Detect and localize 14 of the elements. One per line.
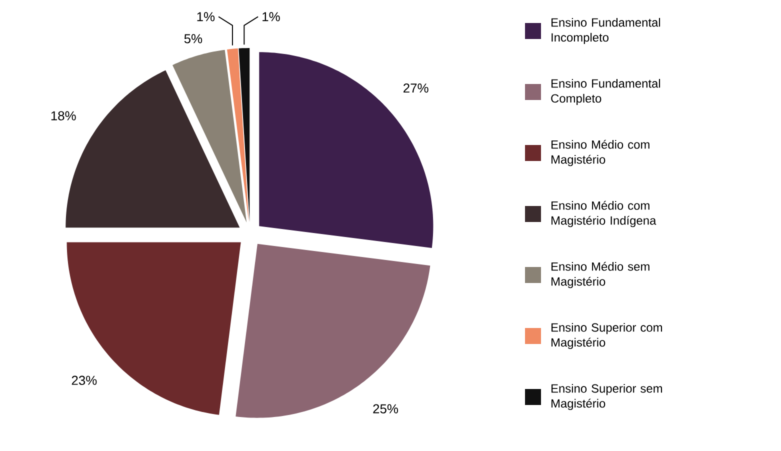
legend-label: Ensino Médio sem Magistério [552, 262, 650, 288]
legend-label: Ensino Superior sem Magistério [552, 384, 662, 410]
data-label: 27% [404, 83, 428, 93]
legend-label: Ensino Médio com Magistério [552, 140, 650, 166]
data-label: 5% [184, 34, 202, 44]
data-label: 18% [51, 111, 76, 120]
legend-label: Ensino Fundamental Completo [551, 78, 660, 106]
data-label: 1% [197, 12, 215, 22]
data-label: 23% [72, 376, 97, 385]
data-label: 1% [262, 12, 280, 22]
legend-label: Ensino Médio com Magistério Indígena [552, 200, 656, 228]
legend-label: Ensino Fundamental Incompleto [552, 18, 660, 44]
legend-label: Ensino Superior com Magistério [552, 322, 662, 350]
data-label: 25% [373, 404, 398, 414]
